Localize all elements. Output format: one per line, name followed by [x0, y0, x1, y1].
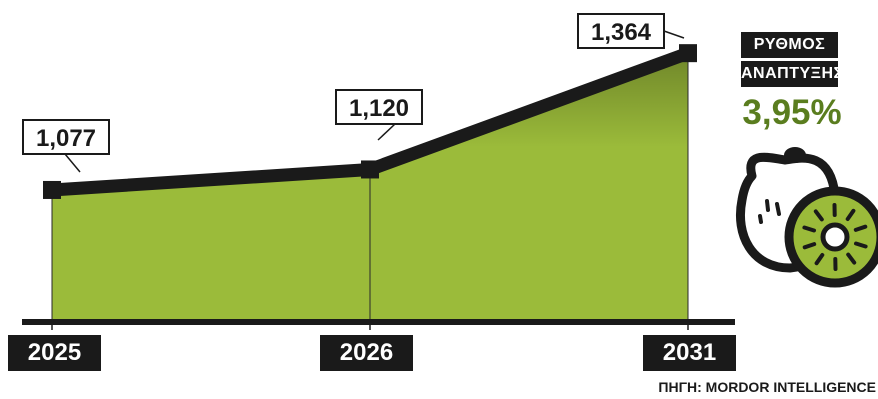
value-label-box-2031	[577, 13, 665, 49]
growth-label-line1: ΡΥΘΜΟΣ	[741, 32, 838, 58]
kiwi-seed	[853, 224, 868, 232]
data-point-2031	[679, 44, 697, 63]
data-point-2026	[361, 160, 379, 179]
value-label-leader-2026	[377, 123, 396, 141]
data-point-2025	[43, 180, 61, 199]
value-label-box-2026	[335, 89, 423, 125]
value-label-2031: 1,364	[591, 19, 652, 46]
source-note: ΠΗΓΗ: MORDOR INTELLIGENCE	[658, 379, 876, 395]
value-label-box-2025	[22, 119, 110, 155]
kiwi-seed	[813, 209, 824, 222]
value-label-2025: 1,077	[36, 125, 96, 152]
value-label-leader-2025	[64, 153, 81, 173]
x-tick-label-2026: 2026	[320, 335, 413, 371]
kiwi-seed	[802, 225, 816, 233]
x-tick-label-2025: 2025	[8, 335, 101, 371]
value-label-2026: 1,120	[349, 95, 409, 122]
kiwi-seed	[854, 241, 868, 249]
kiwi-seed	[802, 242, 817, 250]
kiwi-seed	[846, 252, 857, 265]
x-tick-label-2031: 2031	[643, 335, 736, 371]
value-label-leader-2031	[663, 30, 685, 39]
kiwi-seed	[814, 253, 825, 266]
kiwi-icon	[736, 147, 878, 288]
kiwi-seed	[845, 208, 856, 221]
growth-rate-value: 3,95%	[742, 93, 842, 132]
growth-label-line2: ΑΝΑΠΤΥΞΗΣ	[741, 61, 843, 87]
